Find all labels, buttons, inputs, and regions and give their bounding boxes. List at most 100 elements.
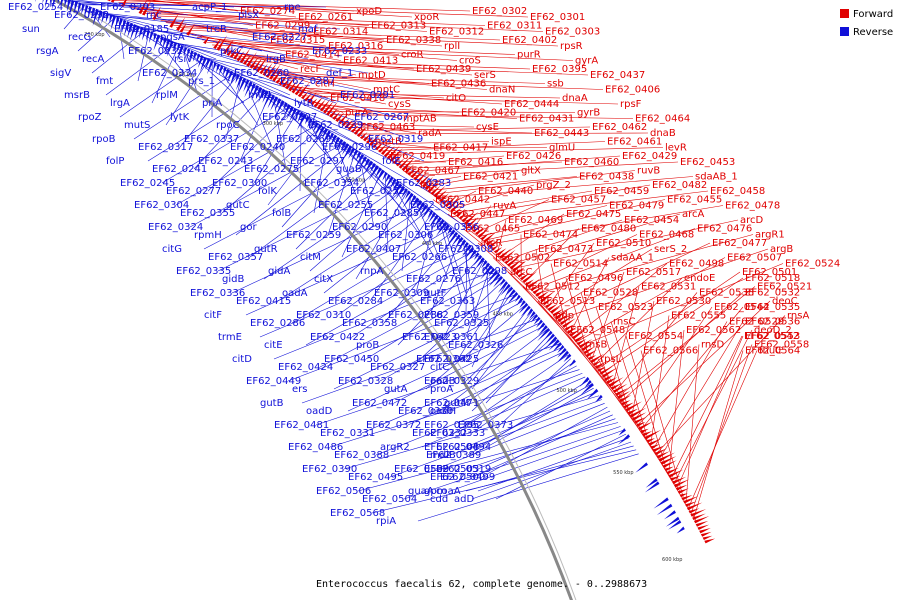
leader-line — [147, 89, 262, 162]
forward-gene-block — [608, 377, 624, 387]
forward-gene-label: argB — [770, 244, 793, 255]
reverse-gene-label: EF62_0255 — [318, 200, 373, 211]
forward-gene-block — [447, 196, 462, 210]
forward-gene-block — [472, 225, 481, 233]
reverse-gene-label: EF62_0240 — [230, 142, 285, 153]
forward-gene-block — [383, 145, 395, 158]
forward-gene-block — [444, 194, 459, 208]
leader-line — [105, 14, 295, 38]
reverse-gene-block — [348, 147, 356, 159]
reverse-gene-label: EF62_0389 — [426, 450, 481, 461]
reverse-gene-block — [557, 347, 567, 358]
reverse-gene-block — [545, 333, 555, 344]
forward-gene-block — [666, 467, 680, 475]
reverse-gene-block — [197, 55, 204, 68]
forward-gene-block — [347, 119, 358, 131]
reverse-gene-label: EF62_0276 — [406, 274, 461, 285]
reverse-gene-block — [665, 516, 680, 527]
reverse-gene-label: EF62_0363 — [420, 296, 475, 307]
leader-line — [668, 329, 685, 473]
reverse-gene-block — [529, 311, 536, 320]
reverse-gene-label: EF62_0486 — [288, 442, 343, 453]
forward-gene-block — [535, 289, 545, 297]
forward-gene-block — [176, 17, 186, 31]
forward-gene-block — [341, 118, 350, 127]
forward-gene-block — [466, 217, 479, 228]
reverse-gene-block — [275, 100, 285, 116]
reverse-gene-block — [569, 359, 576, 368]
leader-line — [267, 74, 546, 84]
forward-gene-label: EF62_0440 — [478, 186, 533, 197]
forward-gene-block — [430, 185, 441, 195]
forward-gene-label: mptAB — [403, 114, 437, 125]
forward-gene-label: rnsD — [701, 340, 724, 351]
reverse-gene-block — [493, 275, 504, 288]
reverse-gene-label: msrB — [64, 90, 90, 101]
leader-line — [485, 332, 551, 404]
forward-gene-label: EF62_0558 — [754, 340, 809, 351]
reverse-gene-block — [395, 185, 406, 200]
forward-gene-label: EF62_0460 — [564, 157, 619, 168]
reverse-gene-label: EF62_0245 — [120, 178, 175, 189]
forward-gene-label: EF62_0311 — [487, 21, 542, 32]
forward-gene-label: EF62_0413 — [343, 56, 398, 67]
forward-gene-block — [588, 355, 597, 361]
forward-gene-block — [632, 412, 647, 421]
forward-gene-label: EF62_0531 — [641, 282, 696, 293]
forward-gene-block — [654, 448, 668, 456]
forward-gene-block — [491, 245, 499, 251]
forward-gene-block — [695, 520, 709, 527]
reverse-gene-block — [73, 1, 79, 14]
scale-tick-label: 300 kbp — [263, 121, 283, 127]
forward-gene-label: EF62_0566 — [643, 346, 698, 357]
forward-gene-label: EF62_0421 — [463, 172, 518, 183]
reverse-gene-block — [391, 183, 403, 199]
reverse-gene-block — [436, 219, 445, 231]
forward-gene-label: EF62_0419 — [390, 151, 445, 162]
reverse-gene-block — [258, 88, 266, 103]
forward-gene-label: EF62_0312 — [429, 27, 484, 38]
leader-line — [455, 190, 593, 214]
reverse-gene-block — [87, 6, 92, 18]
leader-line — [580, 292, 610, 383]
forward-gene-block — [203, 36, 210, 44]
reverse-gene-label: proA — [430, 384, 453, 395]
leader-line — [471, 287, 510, 368]
forward-gene-block — [673, 479, 690, 488]
forward-gene-block — [532, 286, 543, 295]
forward-gene-block — [450, 199, 464, 213]
leader-line — [399, 155, 505, 166]
forward-gene-block — [461, 213, 472, 223]
forward-gene-label: EF62_0447 — [450, 209, 505, 220]
reverse-gene-block — [382, 171, 388, 181]
forward-gene-block — [603, 374, 614, 381]
forward-gene-block — [469, 223, 478, 230]
reverse-gene-label: EF62_0500 — [430, 472, 485, 483]
leader-line — [477, 437, 629, 492]
reverse-gene-label: rnpA — [360, 266, 384, 277]
reverse-gene-block — [212, 61, 217, 71]
reverse-gene-label: EF62_0388 — [334, 450, 389, 461]
forward-gene-label: EF62_0461 — [607, 137, 662, 148]
reverse-gene-block — [283, 102, 288, 111]
forward-gene-block — [322, 100, 334, 114]
forward-gene-block — [638, 421, 653, 431]
forward-gene-block — [501, 249, 516, 262]
forward-gene-block — [517, 271, 526, 278]
forward-gene-block — [662, 460, 677, 469]
forward-gene-label: croS — [459, 56, 481, 67]
forward-gene-labels: EF62_0274EF62_0261xpoDxpoREF62_0302EF62_… — [240, 6, 840, 365]
leader-line — [217, 182, 397, 272]
reverse-gene-block — [505, 286, 514, 297]
forward-gene-label: serS_2 — [654, 244, 687, 255]
forward-gene-label: ispE — [491, 137, 512, 148]
reverse-gene-label: fmt — [96, 76, 113, 87]
reverse-gene-block — [467, 249, 477, 261]
leader-line — [249, 165, 375, 258]
reverse-gene-label: sun — [22, 24, 40, 35]
forward-gene-block — [499, 248, 512, 259]
forward-gene-block — [455, 208, 466, 218]
leader-line — [425, 304, 526, 390]
leader-line — [301, 95, 619, 105]
forward-gene-block — [554, 308, 570, 320]
